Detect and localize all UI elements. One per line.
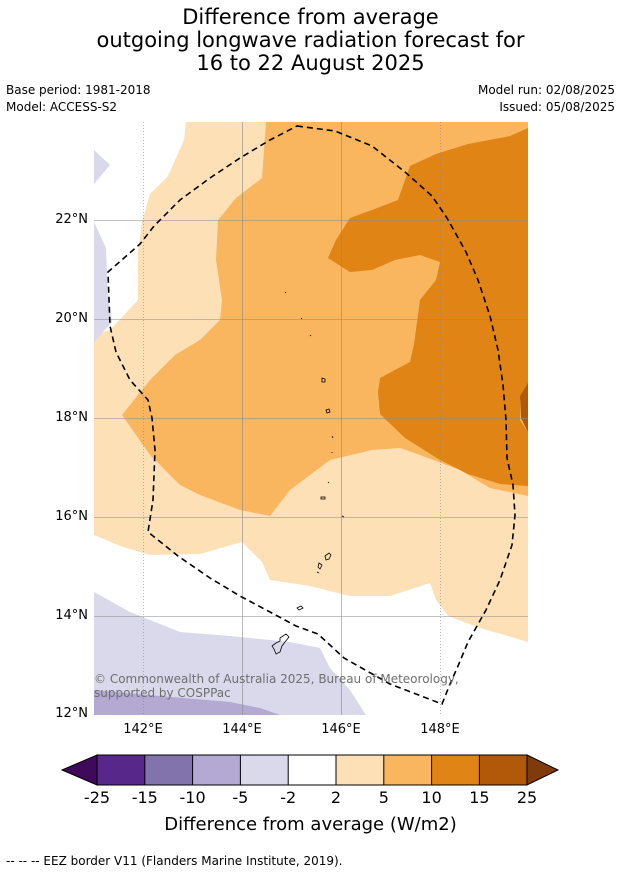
island-pagan bbox=[325, 408, 331, 414]
island-anatahan bbox=[320, 496, 326, 500]
colorbar-bin-neg25-neg15 bbox=[97, 755, 145, 785]
title-line-3: 16 to 22 August 2025 bbox=[196, 51, 425, 75]
colorbar-bin-15-25 bbox=[479, 755, 527, 785]
lon-label-148e: 148°E bbox=[420, 722, 460, 737]
colorbar-bin-neg5-neg2 bbox=[240, 755, 289, 785]
title-line-1: Difference from average bbox=[182, 5, 439, 29]
anomaly-band-15-25 bbox=[520, 383, 528, 432]
colorbar-frame bbox=[96, 754, 528, 786]
island-maug bbox=[300, 317, 303, 320]
colorbar-tick: 10 bbox=[421, 788, 442, 807]
colorbar-tick: -25 bbox=[83, 788, 111, 807]
island-asuncion bbox=[309, 334, 312, 337]
island-sarigan bbox=[327, 481, 330, 484]
colorbar-tick: 15 bbox=[469, 788, 490, 807]
colorbar-tick: 2 bbox=[330, 788, 342, 807]
lat-label-16n: 16°N bbox=[55, 509, 88, 524]
island-guam bbox=[271, 633, 290, 655]
colorbar-bin-neg10-neg5 bbox=[192, 755, 241, 785]
lat-label-18n: 18°N bbox=[55, 410, 88, 425]
model-run: Model run: 02/08/2025 bbox=[477, 83, 615, 97]
island-saipan-tinian bbox=[316, 552, 332, 574]
title-line-2: outgoing longwave radiation forecast for bbox=[96, 28, 525, 52]
colorbar-extend-high bbox=[526, 754, 560, 786]
colorbar-tick: -2 bbox=[280, 788, 297, 807]
colorbar-label: Difference from average (W/m2) bbox=[164, 814, 457, 835]
lat-label-12n: 12°N bbox=[55, 706, 88, 721]
anomaly-band-neutral-nw bbox=[94, 122, 186, 335]
lon-label-144e: 144°E bbox=[222, 722, 262, 737]
lat-label-14n: 14°N bbox=[55, 608, 88, 623]
anomaly-band-neg2-west bbox=[94, 222, 112, 342]
copyright-notice: © Commonwealth of Australia 2025, Bureau… bbox=[94, 672, 459, 700]
island-alamagan bbox=[331, 435, 334, 439]
anomaly-band-neg2-southwest bbox=[94, 592, 366, 715]
eez-border-line bbox=[107, 125, 516, 706]
lat-gridlines bbox=[94, 220, 528, 617]
colorbar-bin-2-5 bbox=[336, 755, 384, 785]
islands bbox=[271, 291, 345, 655]
colorbar-bin-neg15-neg10 bbox=[144, 755, 193, 785]
colorbar-extend-low bbox=[60, 754, 98, 786]
anomaly-band-neg5 bbox=[94, 690, 280, 715]
colorbar-tick: 5 bbox=[378, 788, 389, 807]
colorbar-bin-neg2-2 bbox=[288, 755, 336, 785]
colorbar-tick: -10 bbox=[179, 788, 206, 807]
anomaly-fill bbox=[94, 122, 528, 715]
colorbar-bin-10-15 bbox=[431, 755, 480, 785]
issued-date: Issued: 05/08/2025 bbox=[499, 100, 615, 114]
lat-label-20n: 20°N bbox=[55, 311, 88, 326]
island-rota bbox=[296, 605, 304, 611]
island-agrihan bbox=[321, 377, 326, 383]
island-farallon-de-pajaros bbox=[284, 291, 287, 294]
eez-legend-note: -- -- -- EEZ border V11 (Flanders Marine… bbox=[6, 854, 343, 868]
colorbar bbox=[60, 754, 560, 786]
island-farallon-de-medinilla bbox=[341, 515, 345, 518]
lon-label-142e: 142°E bbox=[123, 722, 163, 737]
anomaly-band-10-15 bbox=[328, 128, 528, 486]
colorbar-tick: 25 bbox=[516, 788, 538, 807]
anomaly-band-neg2-top bbox=[94, 150, 110, 184]
lon-label-146e: 146°E bbox=[321, 722, 361, 737]
model-name: Model: ACCESS-S2 bbox=[6, 100, 118, 114]
colorbar-tick: -5 bbox=[232, 788, 249, 807]
base-period: Base period: 1981-2018 bbox=[6, 83, 151, 97]
colorbar-tick: -15 bbox=[131, 788, 158, 807]
lat-label-22n: 22°N bbox=[55, 212, 88, 227]
colorbar-bin-5-10 bbox=[383, 755, 432, 785]
